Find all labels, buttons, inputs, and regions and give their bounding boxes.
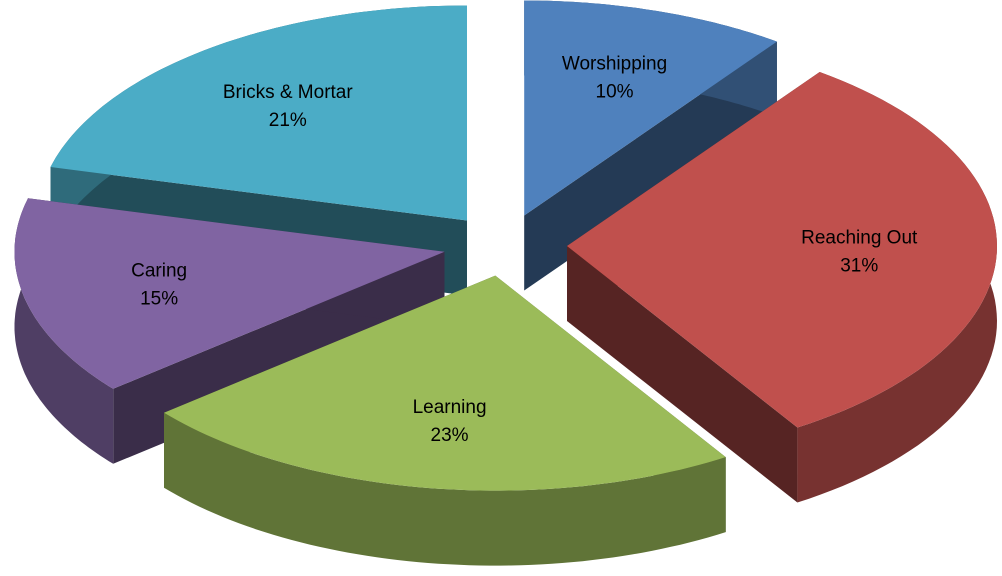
slice-label: Worshipping (562, 53, 667, 74)
slice-label: Caring (131, 261, 187, 282)
slice-side (567, 246, 798, 503)
slice-value-label: 23% (431, 425, 469, 446)
slice-top (567, 72, 997, 428)
slice-label: Bricks & Mortar (223, 82, 354, 103)
slice-label: Reaching Out (801, 228, 918, 249)
slice-outer-wall (164, 412, 726, 566)
pie-slice (164, 275, 726, 566)
slice-value-label: 21% (269, 110, 307, 131)
slice-value-label: 31% (840, 256, 878, 277)
slice-top (524, 0, 777, 216)
slice-top (164, 275, 726, 491)
slice-value-label: 10% (596, 81, 634, 102)
slice-label: Learning (413, 397, 487, 418)
slice-top (14, 198, 445, 389)
slice-top (50, 5, 467, 221)
slice-side (524, 41, 777, 291)
pie-slice (567, 72, 997, 503)
pie-slice (524, 0, 777, 291)
slice-value-label: 15% (140, 289, 178, 310)
slice-outer-wall (14, 198, 114, 464)
